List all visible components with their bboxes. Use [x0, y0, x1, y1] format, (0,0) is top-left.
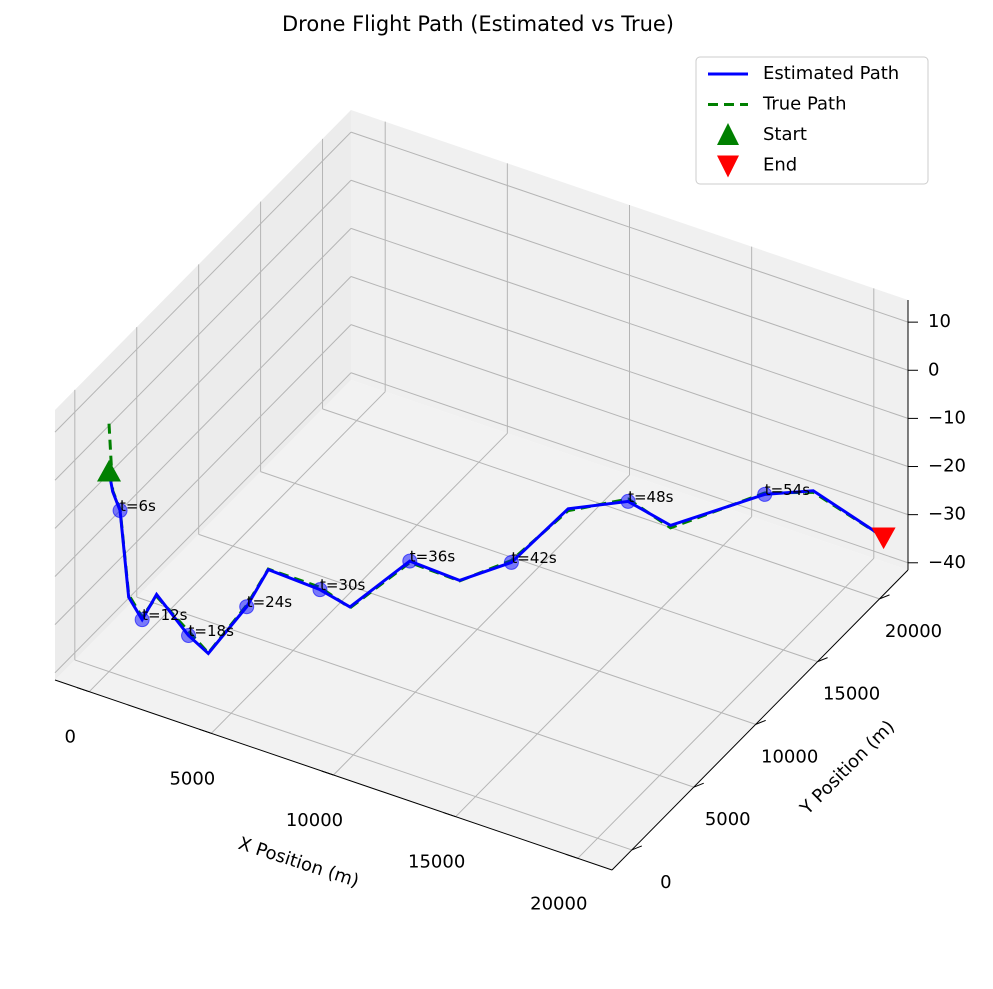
time-label: t=18s: [189, 622, 235, 640]
x-tick-label: 0: [64, 727, 75, 748]
time-label: t=48s: [628, 488, 674, 506]
time-marker: [620, 493, 636, 509]
legend-label: True Path: [762, 94, 847, 115]
y-tick: [693, 782, 704, 788]
y-tick: [879, 594, 890, 600]
time-label: t=42s: [511, 549, 557, 567]
grid-line: [88, 391, 386, 693]
grid-line: [350, 131, 909, 323]
time-label: t=24s: [247, 593, 293, 611]
x-tick-label: 5000: [169, 768, 215, 789]
end-marker: [871, 527, 896, 550]
legend-swatch: [717, 155, 739, 178]
time-label: t=6s: [120, 497, 156, 515]
grid-line: [260, 471, 818, 663]
legend-label: Estimated Path: [763, 63, 899, 84]
time-marker: [402, 553, 418, 569]
legend-swatch: [717, 123, 739, 145]
axis-line: [611, 569, 909, 871]
grid-line: [210, 432, 508, 734]
time-label: t=36s: [410, 548, 456, 566]
z-tick-label: 10: [928, 311, 951, 332]
grid-line: [577, 557, 875, 859]
y-axis-title: Y Position (m): [796, 716, 899, 819]
time-marker: [312, 582, 328, 598]
chart-title: Drone Flight Path (Estimated vs True): [282, 12, 674, 36]
y-tick-label: 5000: [705, 809, 751, 830]
grid-line: [350, 227, 909, 419]
time-marker: [134, 612, 150, 628]
start-marker: [97, 459, 122, 482]
axis-line: [54, 679, 613, 871]
y-tick: [631, 845, 643, 851]
y-tick-label: 15000: [823, 684, 880, 705]
grid-line: [54, 324, 352, 626]
grid-line: [74, 659, 632, 851]
grid-line: [54, 179, 352, 481]
grid-line: [54, 131, 352, 433]
z-tick-label: −40: [928, 552, 966, 573]
y-tick-label: 0: [660, 872, 671, 893]
time-label: t=54s: [765, 481, 811, 499]
time-label: t=30s: [320, 576, 366, 594]
x-tick-label: 15000: [408, 852, 465, 873]
grid-line: [198, 533, 756, 725]
x-tick-label: 10000: [286, 810, 343, 831]
legend: Estimated Path True Path Start End: [695, 56, 929, 185]
y-tick: [817, 657, 828, 663]
legend-label: Start: [763, 124, 807, 145]
grid-line: [350, 372, 909, 564]
grid: 0 5000 10000 15000 20000 0 5000 10000 15000 20000…: [54, 121, 966, 914]
time-marker: [757, 486, 773, 502]
x-tick-label: 20000: [530, 893, 587, 914]
time-marker: [181, 628, 197, 644]
time-marker: [239, 599, 255, 615]
grid-line: [455, 516, 753, 818]
grid-line: [54, 276, 352, 577]
grid-line: [350, 179, 909, 371]
y-tick-label: 20000: [885, 621, 942, 642]
z-tick-label: −10: [928, 407, 966, 428]
legend-label: End: [763, 155, 797, 176]
z-tick-label: 0: [928, 359, 939, 380]
grid-line: [54, 372, 352, 674]
time-marker: [112, 503, 128, 519]
left-pane: [55, 110, 351, 680]
time-marker: [503, 554, 519, 570]
grid-line: [350, 324, 909, 516]
y-tick: [755, 719, 766, 725]
legend-box: [695, 56, 929, 185]
grid-line: [333, 474, 630, 776]
z-tick-label: −20: [928, 456, 966, 477]
grid-line: [350, 276, 909, 467]
z-tick-label: −30: [928, 504, 966, 525]
y-tick-label: 10000: [761, 746, 818, 767]
time-label: t=12s: [142, 606, 188, 624]
x-axis-title: X Position (m): [236, 833, 362, 892]
